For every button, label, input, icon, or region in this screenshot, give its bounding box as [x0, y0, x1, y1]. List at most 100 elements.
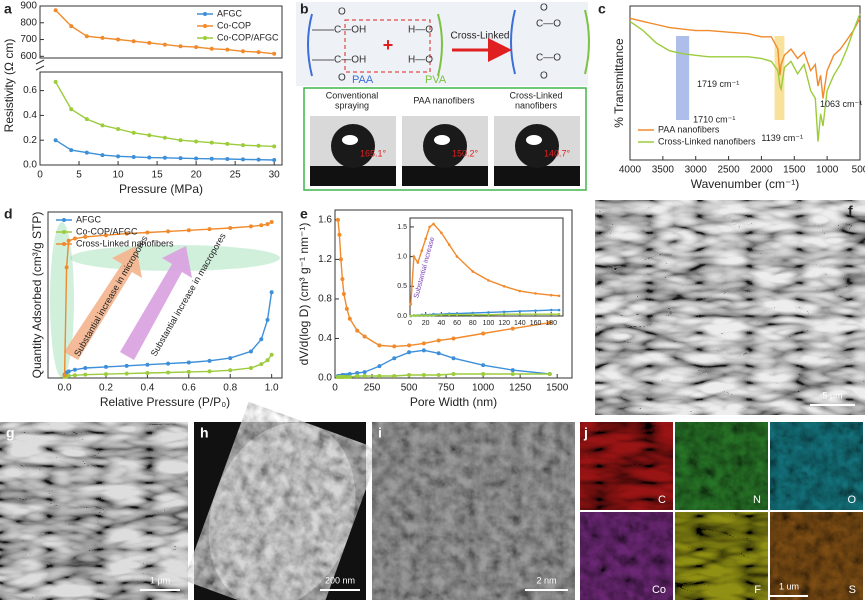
series-line — [338, 373, 550, 378]
data-point — [53, 8, 58, 13]
eds-tint — [770, 512, 863, 600]
plot-frame — [334, 209, 573, 379]
substrate — [310, 166, 396, 186]
chem-label: O — [540, 71, 548, 82]
x-tick-label: 10 — [113, 170, 125, 181]
data-point — [100, 153, 105, 158]
data-point — [341, 292, 346, 296]
data-point — [392, 344, 397, 349]
data-point — [83, 372, 88, 377]
data-point — [248, 366, 253, 371]
data-point — [440, 313, 443, 317]
y-tick-label: 800 — [20, 17, 37, 28]
x-axis-label: Pressure (MPa) — [119, 182, 203, 196]
data-point — [259, 362, 264, 367]
scale-bar-label: 2 nm — [536, 575, 556, 585]
x-tick-label: 5 — [76, 170, 82, 181]
data-point — [186, 360, 191, 365]
plot-frame — [39, 71, 283, 166]
data-point — [337, 232, 342, 237]
data-point — [502, 312, 506, 316]
x-tick-label: 1.0 — [265, 383, 279, 394]
data-point — [166, 361, 171, 366]
y-axis-label: dV/d(log D) (cm³ g⁻¹ nm⁻¹) — [297, 223, 311, 366]
data-point — [510, 326, 515, 331]
data-point — [145, 362, 150, 367]
data-point — [471, 311, 475, 315]
data-point — [547, 320, 552, 325]
chem-label: C—O — [536, 53, 561, 64]
series-line — [629, 17, 861, 99]
element-label: S — [849, 584, 856, 596]
panel-letter: g — [6, 425, 15, 441]
data-point — [432, 222, 435, 226]
data-point — [194, 156, 199, 161]
droplet — [515, 124, 559, 168]
data-point — [421, 373, 426, 378]
data-point — [256, 143, 261, 148]
x-tick-label: 500 — [401, 383, 418, 394]
sample-label: Conventional — [326, 90, 379, 100]
data-point — [471, 313, 475, 317]
data-point — [416, 261, 420, 264]
axis-break — [35, 59, 45, 65]
data-point — [409, 314, 413, 318]
legend-marker — [62, 230, 66, 234]
data-point — [436, 373, 441, 378]
data-point — [347, 375, 352, 380]
data-point — [432, 314, 435, 317]
legend-label: Cross-Linked nanofibers — [76, 238, 174, 248]
data-point — [145, 371, 150, 376]
scale-bar-label: 1 um — [779, 581, 799, 591]
legend-label: AFGC — [76, 214, 102, 224]
data-point — [166, 229, 171, 234]
eds-tint — [675, 512, 768, 600]
x-tick-label: 4000 — [619, 165, 642, 176]
data-point — [103, 233, 108, 238]
data-point — [549, 312, 553, 316]
data-point — [510, 368, 515, 373]
x-axis-label: Pore Width (nm) — [410, 395, 497, 409]
data-point — [557, 312, 561, 316]
data-point — [178, 44, 183, 49]
x-tick-label: 1500 — [546, 383, 569, 394]
data-point — [272, 158, 277, 163]
data-point — [225, 157, 230, 162]
sample-label: Cross-Linked — [509, 90, 562, 100]
data-point — [265, 358, 270, 363]
data-point — [124, 363, 129, 368]
contact-angle: 150.2° — [452, 148, 479, 158]
y-tick-label: 0.6 — [23, 85, 37, 96]
sample-label: nanofibers — [515, 100, 558, 110]
data-point — [518, 309, 522, 313]
contact-angle: 140.7° — [544, 148, 571, 158]
bracket — [584, 9, 590, 75]
series-line — [337, 219, 550, 348]
chem-label: O — [540, 3, 548, 14]
y-tick-label: 1.5 — [397, 224, 407, 231]
data-point — [116, 37, 121, 42]
data-point — [265, 317, 270, 322]
data-point — [455, 313, 459, 317]
panel-letter: d — [4, 206, 13, 222]
data-point — [269, 352, 274, 357]
x-tick-label: 2000 — [750, 165, 773, 176]
data-point — [240, 143, 245, 148]
series-line — [64, 354, 273, 378]
legend-label: Co-COP/AFGC — [76, 226, 138, 236]
data-point — [407, 373, 412, 378]
y-tick-label: 0.0 — [23, 160, 37, 171]
annotation: 1063 cm⁻¹ — [820, 99, 862, 109]
data-point — [83, 366, 88, 371]
data-point — [225, 141, 230, 146]
tem-image-texture — [372, 422, 575, 600]
data-point — [178, 156, 183, 161]
scale-bar-label: 200 nm — [325, 575, 355, 585]
data-point — [207, 369, 212, 374]
data-point — [534, 312, 537, 316]
x-tick-label: 0 — [408, 320, 412, 327]
sem-image-texture — [0, 422, 188, 600]
data-point — [557, 294, 561, 298]
x-tick-label: 750 — [438, 383, 455, 394]
y-axis-label: % Transmittance — [612, 38, 626, 128]
